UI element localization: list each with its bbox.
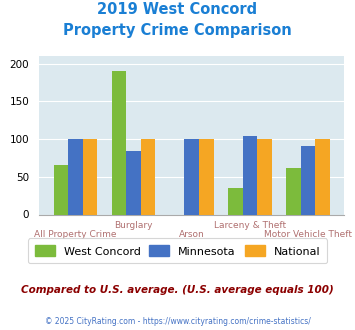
Bar xyxy=(315,139,330,214)
Text: Larceny & Theft: Larceny & Theft xyxy=(214,221,286,230)
Bar xyxy=(301,146,315,214)
Text: Property Crime Comparison: Property Crime Comparison xyxy=(63,23,292,38)
Legend: West Concord, Minnesota, National: West Concord, Minnesota, National xyxy=(28,238,327,263)
Text: 2019 West Concord: 2019 West Concord xyxy=(97,2,258,16)
Bar xyxy=(199,139,213,214)
Bar xyxy=(54,165,68,215)
Text: All Property Crime: All Property Crime xyxy=(34,230,117,239)
Bar xyxy=(112,71,126,215)
Text: © 2025 CityRating.com - https://www.cityrating.com/crime-statistics/: © 2025 CityRating.com - https://www.city… xyxy=(45,317,310,326)
Text: Arson: Arson xyxy=(179,230,204,239)
Bar xyxy=(228,188,242,215)
Text: Compared to U.S. average. (U.S. average equals 100): Compared to U.S. average. (U.S. average … xyxy=(21,285,334,295)
Bar xyxy=(257,139,272,214)
Text: Burglary: Burglary xyxy=(114,221,153,230)
Bar xyxy=(126,151,141,214)
Bar xyxy=(185,139,199,214)
Bar xyxy=(83,139,97,214)
Bar xyxy=(242,136,257,214)
Bar xyxy=(286,168,301,215)
Bar xyxy=(68,139,83,214)
Bar xyxy=(141,139,155,214)
Text: Motor Vehicle Theft: Motor Vehicle Theft xyxy=(264,230,352,239)
